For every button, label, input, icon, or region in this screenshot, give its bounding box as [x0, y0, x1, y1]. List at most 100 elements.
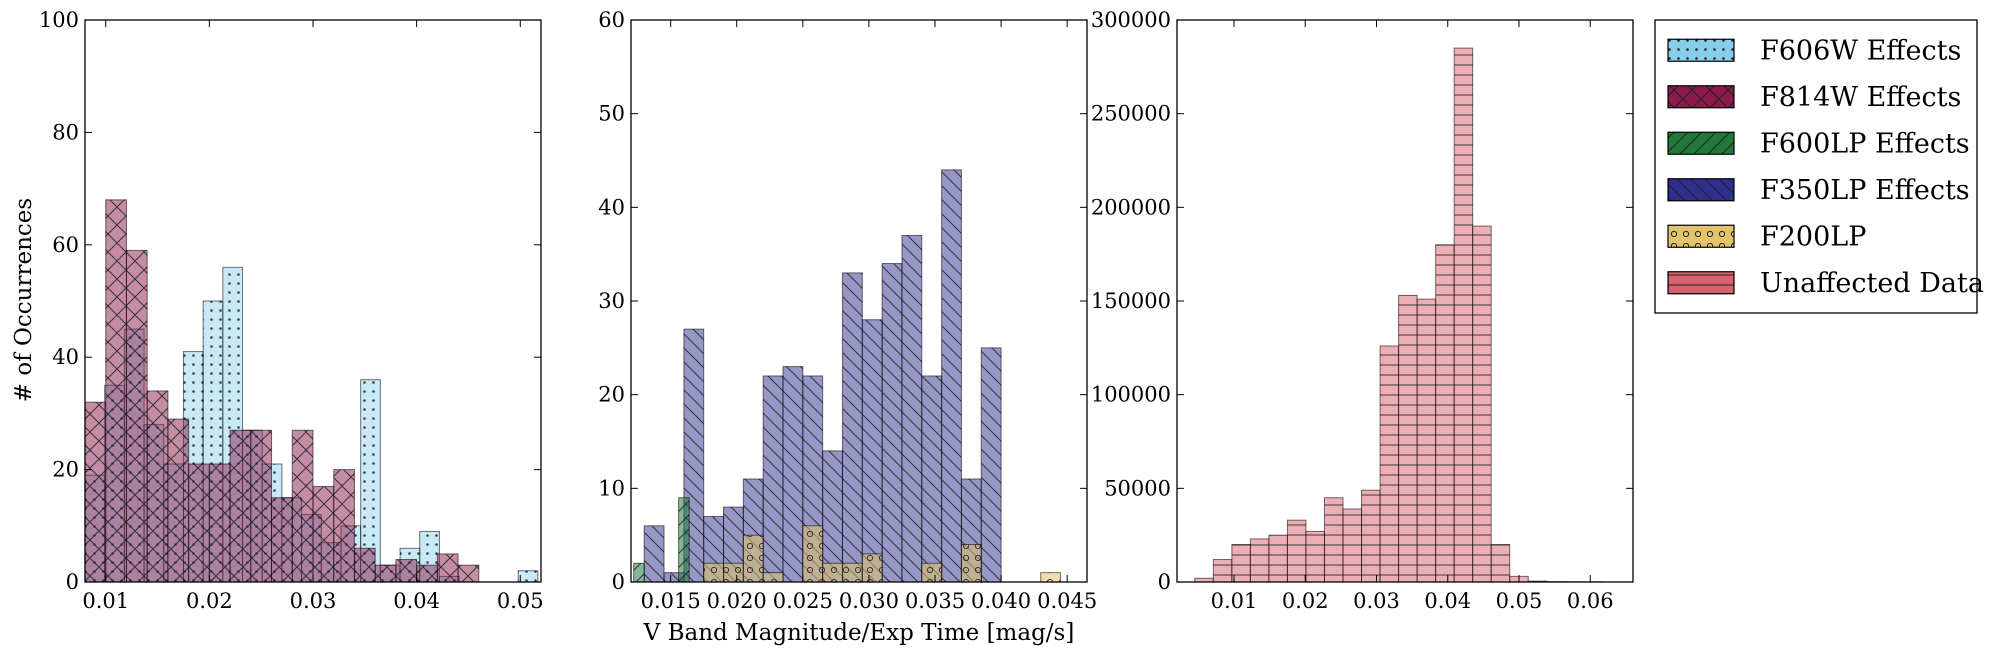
right-xtick-label: 0.04 — [1424, 589, 1471, 613]
bar-f814w-1 — [105, 199, 127, 582]
right-xtick-label: 0.03 — [1353, 589, 1400, 613]
legend-item-f606w: F606W Effects — [1667, 35, 1961, 66]
bar-unaffected-10 — [1379, 345, 1400, 582]
bar-f814w-17 — [436, 553, 459, 582]
left-ytick-label: 20 — [52, 458, 79, 482]
bar-f814w-14 — [374, 564, 397, 582]
legend-swatch — [1667, 178, 1735, 202]
bar-f350lp-11 — [861, 319, 883, 582]
legend-item-f600lp: F600LP Effects — [1667, 128, 1970, 159]
bar-unaffected-7 — [1323, 497, 1344, 582]
right-ytick-label: 100000 — [1091, 383, 1171, 407]
bar-f350lp-15 — [941, 169, 962, 582]
middle-xtick-label: 0.020 — [707, 589, 767, 613]
middle-xtick-label: 0.045 — [1037, 589, 1097, 613]
middle-xtick-label: 0.015 — [641, 589, 701, 613]
bar-f814w-15 — [395, 559, 418, 582]
bar-unaffected-2 — [1231, 544, 1251, 582]
bar-unaffected-3 — [1249, 538, 1270, 582]
middle-bars — [633, 169, 1062, 582]
legend-swatch — [1667, 271, 1735, 295]
left-xtick-label: 0.02 — [186, 589, 233, 613]
middle-ytick-label: 30 — [598, 289, 625, 313]
bar-unaffected-12 — [1416, 298, 1437, 582]
legend-frame — [1654, 19, 1978, 314]
bar-f814w-7 — [229, 429, 252, 582]
bar-unaffected-1 — [1212, 559, 1233, 582]
bar-f814w-12 — [333, 469, 355, 582]
left-ytick-label: 40 — [52, 345, 79, 369]
bar-f814w-3 — [146, 390, 169, 582]
legend-swatch — [1667, 85, 1735, 109]
bar-f600lp-0 — [633, 562, 645, 582]
bar-f814w-13 — [353, 547, 376, 582]
bar-f350lp-0 — [643, 525, 665, 582]
bar-f200lp-7 — [841, 562, 863, 582]
legend-item-f200lp: F200LP — [1667, 221, 1866, 252]
left-histogram-panel: 0.01 0.02 0.03 0.04 0.05 0 20 40 60 80 100 — [39, 8, 544, 613]
bar-f200lp-17 — [1040, 572, 1062, 582]
left-xtick-label: 0.05 — [497, 589, 544, 613]
bar-unaffected-8 — [1342, 508, 1363, 582]
bar-f350lp-6 — [762, 375, 784, 582]
left-ytick-label: 80 — [52, 120, 79, 144]
legend-item-f350lp: F350LP Effects — [1667, 175, 1970, 206]
left-ytick-label: 60 — [52, 233, 79, 257]
bar-f350lp-13 — [901, 234, 923, 582]
left-xtick-label: 0.01 — [82, 589, 129, 613]
middle-ytick-label: 10 — [598, 476, 625, 500]
right-ytick-label: 300000 — [1091, 8, 1171, 32]
left-bars — [85, 199, 539, 582]
bar-f200lp-11 — [921, 562, 943, 582]
right-ytick-label: 250000 — [1091, 102, 1171, 126]
bar-unaffected-5 — [1286, 519, 1307, 582]
middle-ytick-label: 40 — [598, 195, 625, 219]
bar-f814w-10 — [291, 429, 314, 582]
bar-f814w-2 — [125, 249, 148, 582]
middle-xtick-label: 0.025 — [773, 589, 833, 613]
middle-xtick-label: 0.030 — [839, 589, 899, 613]
legend-item-unaffected: Unaffected Data — [1667, 268, 1984, 299]
legend-label: F200LP — [1760, 221, 1866, 252]
right-ytick-label: 200000 — [1091, 195, 1171, 219]
middle-xtick-label: 0.035 — [905, 589, 965, 613]
bar-f350lp-9 — [822, 450, 843, 582]
bar-f814w-4 — [167, 418, 190, 582]
bar-f814w-0 — [85, 401, 107, 582]
bar-f200lp-2 — [742, 534, 764, 582]
legend-label: F600LP Effects — [1760, 128, 1970, 159]
legend-swatch — [1667, 38, 1735, 62]
right-xtick-label: 0.02 — [1282, 589, 1329, 613]
bar-unaffected-9 — [1361, 489, 1381, 582]
bar-f350lp-14 — [921, 375, 943, 582]
legend-swatch — [1667, 131, 1735, 155]
bar-f606w-22 — [517, 570, 539, 582]
left-xtick-label: 0.04 — [393, 589, 440, 613]
bar-f200lp-1 — [723, 562, 744, 582]
middle-xtick-label: 0.040 — [971, 589, 1031, 613]
right-ytick-label: 0 — [1158, 570, 1171, 594]
left-ytick-label: 100 — [39, 8, 79, 32]
x-axis-label: V Band Magnitude/Exp Time [mag/s] — [643, 620, 1075, 646]
right-ytick-label: 150000 — [1091, 289, 1171, 313]
bar-f350lp-12 — [881, 263, 903, 582]
middle-ytick-label: 0 — [612, 570, 625, 594]
middle-ytick-label: 60 — [598, 8, 625, 32]
middle-histogram-panel: 0.015 0.020 0.025 0.030 0.035 0.040 0.045 0 10 20… — [598, 8, 1097, 613]
middle-ytick-label: 50 — [598, 102, 625, 126]
middle-ytick-label: 20 — [598, 383, 625, 407]
legend-item-f814w: F814W Effects — [1667, 82, 1961, 113]
bar-f814w-11 — [312, 485, 335, 582]
right-ytick-label: 50000 — [1104, 476, 1171, 500]
bar-unaffected-15 — [1472, 225, 1492, 582]
bar-unaffected-13 — [1435, 244, 1455, 582]
legend-label: Unaffected Data — [1760, 268, 1984, 299]
bar-f200lp-5 — [802, 525, 824, 582]
right-bars — [1194, 47, 1603, 582]
legend-label: F814W Effects — [1760, 82, 1961, 113]
bar-unaffected-6 — [1305, 530, 1325, 582]
legend-swatch — [1667, 224, 1735, 248]
bar-f600lp-2 — [678, 497, 690, 582]
bar-f200lp-3 — [762, 572, 784, 582]
